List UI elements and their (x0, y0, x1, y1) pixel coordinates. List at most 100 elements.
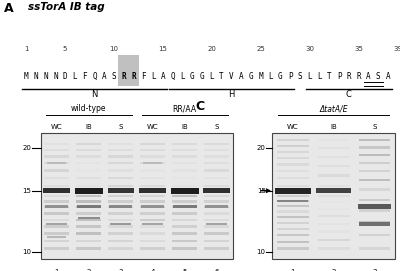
Text: L: L (317, 72, 322, 81)
Text: T: T (327, 72, 332, 81)
Bar (277, 228, 309, 230)
Bar (44, 195, 69, 197)
Bar (272, 133, 395, 259)
Bar (118, 55, 139, 86)
Text: F: F (141, 72, 146, 81)
Bar (277, 210, 309, 212)
Text: WC: WC (51, 124, 63, 130)
Text: 15: 15 (22, 188, 31, 194)
Bar (318, 208, 350, 210)
Bar (359, 222, 390, 226)
Bar (358, 204, 391, 209)
Bar (358, 199, 390, 201)
Bar (358, 234, 390, 236)
Bar (358, 139, 390, 141)
Bar (277, 222, 309, 224)
Text: 5: 5 (183, 269, 187, 271)
Text: Q: Q (170, 72, 175, 81)
Bar (76, 169, 101, 172)
Bar (277, 205, 309, 207)
Bar (204, 149, 229, 151)
Bar (140, 143, 165, 145)
Bar (44, 212, 69, 215)
Bar (204, 233, 229, 235)
Bar (140, 206, 165, 208)
Bar (140, 219, 165, 221)
Bar (109, 205, 132, 208)
Text: 30: 30 (305, 46, 314, 52)
Bar (277, 163, 309, 166)
Bar (76, 247, 101, 250)
Text: ΔtatA/E: ΔtatA/E (319, 104, 348, 113)
Bar (172, 149, 197, 151)
Bar (204, 247, 229, 250)
Text: A: A (4, 2, 14, 15)
Bar (203, 188, 230, 193)
Bar (204, 162, 229, 164)
Bar (76, 206, 101, 208)
Bar (318, 185, 350, 187)
Text: 6: 6 (214, 269, 219, 271)
Bar (278, 200, 308, 202)
Bar (358, 154, 390, 156)
Text: RR/AA: RR/AA (173, 104, 197, 113)
Text: L: L (151, 72, 156, 81)
Bar (277, 177, 309, 179)
Bar (44, 225, 69, 228)
Text: L: L (268, 72, 273, 81)
Bar (358, 247, 390, 250)
Bar (358, 209, 390, 212)
Bar (318, 139, 350, 141)
Text: S: S (119, 124, 123, 130)
Bar (172, 177, 197, 179)
Bar (140, 200, 165, 203)
Text: R: R (131, 72, 136, 81)
Bar (358, 221, 390, 223)
Text: ssTorA IB tag: ssTorA IB tag (28, 2, 105, 12)
Text: 10: 10 (22, 249, 31, 254)
Text: WC: WC (147, 124, 159, 130)
Bar (108, 188, 134, 193)
Bar (108, 149, 133, 151)
Bar (316, 188, 351, 193)
Bar (172, 247, 197, 250)
Bar (76, 219, 101, 221)
Bar (108, 195, 133, 197)
Bar (204, 219, 229, 221)
Text: 3: 3 (372, 269, 377, 271)
Bar (172, 155, 197, 158)
Bar (140, 162, 165, 164)
Bar (318, 247, 350, 250)
Bar (172, 162, 197, 164)
Text: D: D (63, 72, 68, 81)
Text: L: L (180, 72, 185, 81)
Bar (108, 177, 133, 179)
Bar (140, 155, 165, 158)
Bar (43, 188, 70, 193)
Bar (141, 205, 164, 208)
Text: 35: 35 (354, 46, 363, 52)
Text: V: V (229, 72, 234, 81)
Bar (76, 212, 101, 215)
Bar (76, 195, 101, 197)
Bar (206, 223, 227, 225)
Bar (44, 233, 69, 235)
Bar (44, 206, 69, 208)
Bar (204, 195, 229, 197)
Bar (172, 219, 197, 221)
Bar (358, 170, 390, 172)
Bar (45, 205, 68, 208)
Bar (204, 177, 229, 179)
Bar (204, 240, 229, 242)
Bar (204, 155, 229, 158)
Text: L: L (73, 72, 77, 81)
Bar (204, 212, 229, 215)
Text: S: S (376, 72, 380, 81)
Bar (108, 200, 133, 203)
Bar (44, 162, 69, 164)
Bar (110, 223, 131, 225)
Bar (76, 143, 101, 145)
Bar (277, 157, 309, 159)
Bar (41, 133, 233, 259)
Bar (76, 233, 101, 235)
